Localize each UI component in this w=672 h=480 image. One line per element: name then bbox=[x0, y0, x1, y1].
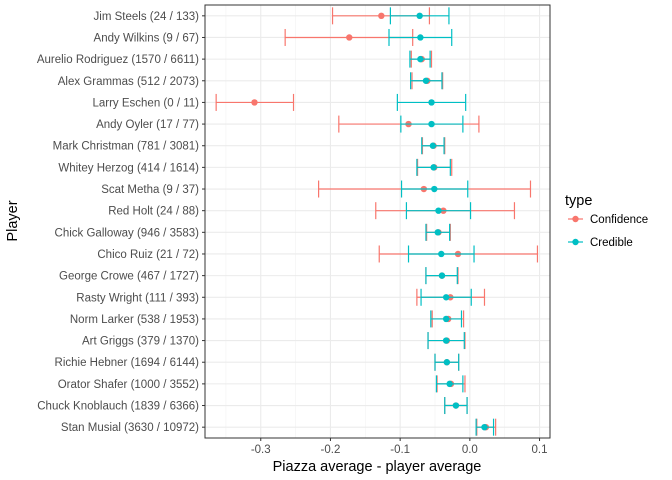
legend-key-point bbox=[572, 215, 579, 223]
estimate-point bbox=[417, 34, 424, 41]
estimate-point bbox=[442, 315, 450, 323]
estimate-point bbox=[416, 12, 423, 20]
estimate-point bbox=[431, 185, 438, 193]
y-tick-label: Aurelio Rodriguez (1570 / 6611) bbox=[37, 54, 199, 66]
legend-key-confidence bbox=[568, 215, 583, 223]
estimate-point bbox=[417, 55, 424, 63]
y-tick-label: Whitey Herzog (414 / 1614) bbox=[58, 162, 199, 174]
y-axis-title: Player bbox=[5, 200, 21, 241]
x-axis-title: Piazza average - player average bbox=[273, 459, 482, 475]
panel-border bbox=[204, 4, 551, 439]
estimate-point bbox=[346, 34, 353, 41]
y-tick-label: Rasty Wright (111 / 393) bbox=[76, 292, 199, 304]
y-tick-label: Larry Eschen (0 / 11) bbox=[92, 97, 199, 109]
estimate-point bbox=[422, 77, 430, 84]
x-tick-label: 0.1 bbox=[532, 444, 548, 456]
panel-background bbox=[205, 5, 550, 438]
y-tick-label: Mark Christman (781 / 3081) bbox=[53, 141, 200, 153]
chart-marks bbox=[215, 7, 539, 436]
y-axis-ticks: Jim Steels (24 / 133) Andy Wilkins (9 / 6… bbox=[37, 11, 205, 434]
y-tick-label: Chick Galloway (946 / 3583) bbox=[55, 227, 200, 239]
y-tick-label: Norm Larker (538 / 1953) bbox=[70, 314, 199, 326]
legend-key-point bbox=[572, 238, 579, 246]
y-tick-label: Scat Metha (9 / 37) bbox=[101, 184, 199, 196]
legend-label: Confidence bbox=[590, 214, 648, 226]
y-tick-label: Andy Oyler (17 / 77) bbox=[96, 119, 199, 131]
x-tick-label: -0.1 bbox=[390, 444, 410, 456]
estimate-point bbox=[442, 337, 450, 344]
x-tick-label: 0.0 bbox=[462, 444, 478, 456]
estimate-point bbox=[251, 99, 258, 106]
estimate-point bbox=[446, 380, 453, 388]
y-tick-label: Orator Shafer (1000 / 3552) bbox=[58, 379, 199, 391]
legend: type Confidence Credible bbox=[565, 193, 648, 249]
y-tick-label: Red Holt (24 / 88) bbox=[108, 206, 199, 218]
legend-label: Credible bbox=[590, 237, 633, 249]
legend-title: type bbox=[565, 193, 592, 209]
x-tick-label: -0.2 bbox=[321, 444, 341, 456]
estimate-point bbox=[378, 12, 385, 20]
y-tick-label: Andy Wilkins (9 / 67) bbox=[94, 32, 200, 44]
legend-key-credible bbox=[568, 238, 583, 246]
y-tick-label: Jim Steels (24 / 133) bbox=[94, 11, 200, 23]
estimate-point bbox=[443, 359, 451, 366]
estimate-point bbox=[452, 402, 460, 409]
estimate-point bbox=[429, 142, 437, 149]
y-tick-label: Chuck Knoblauch (1839 / 6366) bbox=[37, 401, 199, 413]
estimate-point bbox=[481, 423, 488, 431]
y-tick-label: Richie Hebner (1694 / 6144) bbox=[55, 357, 200, 369]
grid bbox=[205, 5, 550, 438]
y-tick-label: Alex Grammas (512 / 2073) bbox=[58, 76, 199, 88]
estimate-point bbox=[428, 99, 435, 106]
estimate-point bbox=[430, 164, 437, 171]
y-tick-label: George Crowe (467 / 1727) bbox=[59, 271, 199, 283]
estimate-point bbox=[442, 294, 450, 301]
estimate-point bbox=[428, 120, 435, 128]
y-tick-label: Chico Ruiz (21 / 72) bbox=[97, 249, 199, 261]
estimate-point bbox=[438, 250, 445, 258]
y-tick-label: Stan Musial (3630 / 10972) bbox=[61, 422, 199, 434]
x-axis-ticks: -0.3 -0.2 -0.1 0.0 0.1 bbox=[251, 438, 548, 456]
estimate-point bbox=[435, 207, 442, 214]
x-tick-label: -0.3 bbox=[251, 444, 271, 456]
series-credible bbox=[388, 7, 495, 436]
y-tick-label: Art Griggs (379 / 1370) bbox=[82, 336, 199, 348]
estimate-point bbox=[438, 272, 446, 279]
estimate-point bbox=[434, 229, 441, 236]
